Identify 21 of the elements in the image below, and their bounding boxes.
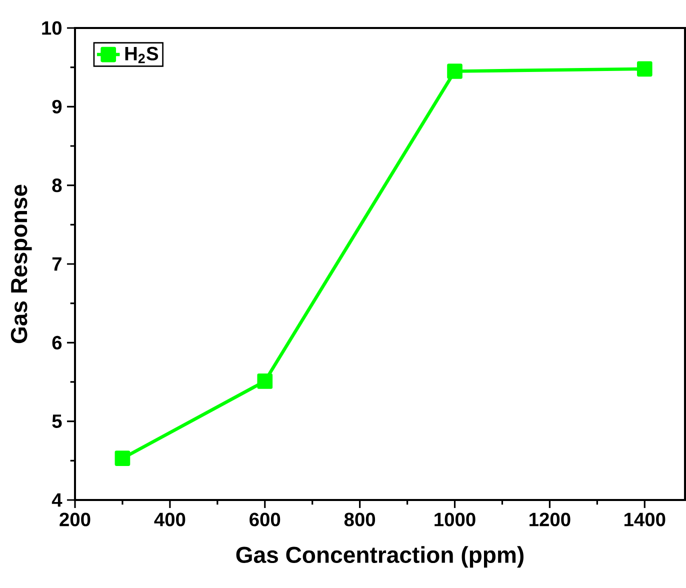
point xyxy=(636,61,652,77)
y-tick-label: 8 xyxy=(52,178,62,192)
x-tick-label: 1000 xyxy=(434,512,476,526)
y-tick-label: 10 xyxy=(42,21,62,35)
y-tick-label: 7 xyxy=(52,257,62,271)
x-tick-label: 800 xyxy=(344,512,376,526)
y-tick-label: 9 xyxy=(52,100,62,114)
point xyxy=(447,64,462,79)
x-tick-label: 600 xyxy=(250,512,280,526)
y-tick-label: 6 xyxy=(52,336,62,350)
point xyxy=(114,450,130,466)
x-tick-label: 400 xyxy=(154,512,186,526)
legend-label: H$_{2}$S xyxy=(125,46,158,64)
y-tick-label: 4 xyxy=(52,493,62,507)
x-axis-title: Gas Concentraction (ppm) xyxy=(236,546,524,568)
x-tick-label: 1400 xyxy=(624,512,666,526)
point xyxy=(257,374,273,389)
y-axis-title: Gas Response xyxy=(10,184,32,344)
x-tick-label: 200 xyxy=(60,512,90,526)
x-tick-label: 1200 xyxy=(530,512,570,526)
y-tick-label: 5 xyxy=(52,414,62,428)
